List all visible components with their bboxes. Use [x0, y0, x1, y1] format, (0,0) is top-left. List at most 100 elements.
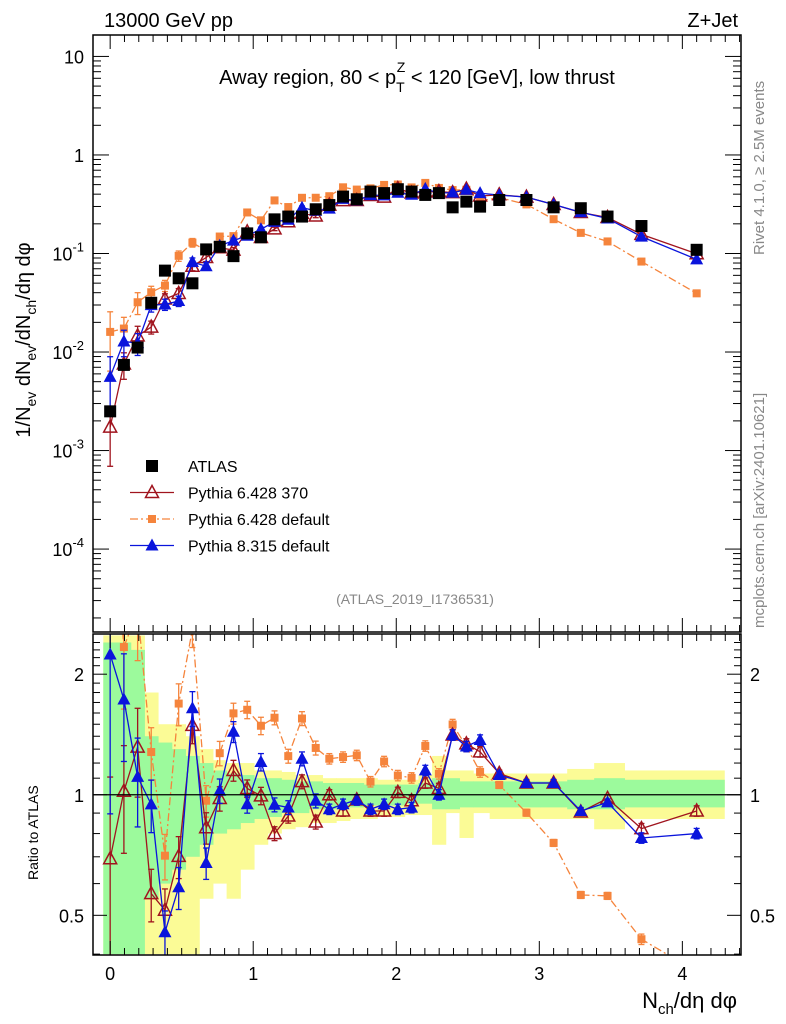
pythia-6-428-370-point	[102, 418, 118, 433]
y-tick-exponent: -4	[72, 535, 84, 550]
pythia-6-428-default-point	[366, 777, 375, 786]
pythia-8-315-default-point	[547, 775, 561, 788]
pythia-6-428-default-point	[174, 251, 183, 260]
pythia-6-428-370-point	[143, 885, 159, 900]
pythia-8-315-default-point	[185, 255, 199, 268]
pythia-6-428-default-point	[160, 281, 169, 290]
pythia-8-315-default-point	[459, 182, 473, 195]
x-axis-label: Nch/dη dφ	[642, 988, 737, 1018]
stat-uncertainty-band	[445, 778, 460, 810]
x-tick-label: 2	[391, 964, 401, 984]
y-tick-exponent: -3	[72, 437, 84, 452]
pythia-6-428-370-point	[266, 824, 283, 840]
pythia-6-428-370-point	[116, 782, 132, 798]
plot-title: Away region, 80 < pTZ < 120 [GeV], low t…	[219, 59, 615, 95]
legend-label-pythia-8-315-default: Pythia 8.315 default	[188, 539, 330, 556]
mcplots-label: mcplots.cern.ch [arXiv:2401.10621]	[751, 393, 768, 628]
pythia-8-315-default-point	[117, 334, 131, 347]
y-tick-base: 10	[52, 244, 72, 264]
pythia-8-315-default-point	[172, 880, 186, 893]
legend-label-atlas: ATLAS	[188, 459, 238, 476]
pythia-6-428-default-point	[119, 643, 128, 652]
x-tick-label: 0	[105, 964, 115, 984]
legend-label-pythia-6-428-370: Pythia 6.428 370	[188, 486, 308, 503]
pythia-8-315-default-point	[446, 728, 460, 741]
pythia-6-428-default-point	[215, 232, 224, 241]
pythia-6-428-default-point	[339, 753, 348, 762]
pythia-6-428-default-point	[637, 935, 646, 944]
x-tick-label: 1	[248, 964, 258, 984]
pythia-8-315-default-point	[254, 755, 268, 768]
pythia-8-315-default-point	[418, 763, 432, 776]
pythia-6-428-default-point	[106, 327, 115, 336]
pythia-6-428-370-line	[109, 187, 697, 428]
atlas-point	[364, 185, 377, 198]
atlas-point	[690, 243, 703, 256]
y-tick-base: 1	[74, 146, 84, 166]
stat-uncertainty-band	[669, 779, 725, 808]
ratio-tick-label: 1	[750, 786, 760, 806]
pythia-6-428-default-point	[270, 196, 279, 205]
atlas-point	[213, 240, 226, 253]
atlas-point	[241, 227, 254, 240]
pythia-6-428-default-point	[325, 192, 334, 201]
atlas-point	[520, 194, 533, 207]
pythia-6-428-370-point	[294, 773, 310, 788]
pythia-6-428-370-point	[225, 761, 242, 777]
y-label-part: /dη dφ	[13, 242, 35, 299]
pythia-8-315-default-point	[295, 200, 309, 213]
x-tick-label: 3	[534, 964, 544, 984]
pythia-8-315-default-point	[336, 797, 350, 810]
ratio-tick-label: 0.5	[750, 906, 775, 926]
pythia-6-428-370-point	[102, 850, 118, 865]
pythia-8-315-default-point	[473, 186, 487, 199]
pythia-8-315-default-point	[350, 792, 364, 805]
pythia-6-428-default-point	[693, 968, 701, 976]
atlas-point	[493, 194, 506, 207]
y-tick-label: 10-3	[52, 437, 84, 462]
y-label-part: ch	[23, 300, 39, 315]
pythia-8-315-default-point	[601, 795, 615, 808]
pythia-6-428-default-point	[311, 193, 320, 202]
pythia-6-428-370-point	[335, 802, 351, 817]
y-tick-label: 1	[74, 146, 84, 166]
atlas-point	[337, 190, 350, 203]
pythia-6-428-default-point	[134, 607, 142, 615]
ratio-tick-label: 1	[74, 786, 84, 806]
pythia-6-428-370-point	[184, 716, 201, 732]
y-tick-label: 10-2	[52, 338, 84, 363]
atlas-point	[131, 341, 144, 354]
pythia-6-428-default-point	[421, 741, 430, 750]
pythia-6-428-default-point	[576, 890, 585, 899]
pythia-8-315-default-point	[240, 797, 254, 810]
pythia-6-428-default-point	[522, 808, 531, 817]
pythia-6-428-default-line	[110, 182, 697, 333]
pythia-8-315-default-point	[322, 802, 336, 815]
pythia-6-428-default-point	[311, 743, 320, 752]
pythia-6-428-370-point	[170, 847, 187, 863]
atlas-point	[323, 199, 336, 212]
main-plot-frame	[92, 34, 742, 633]
pythia-6-428-default-point	[434, 769, 443, 778]
atlas-point	[432, 187, 445, 200]
pythia-8-315-default-point	[281, 800, 295, 813]
atlas-point	[172, 272, 185, 285]
pythia-8-315-default-point	[634, 830, 648, 843]
legend-marker-pythia-8-315-default	[145, 538, 159, 551]
pythia-6-428-370-point	[472, 743, 488, 758]
pythia-8-315-default-point	[295, 751, 309, 764]
pythia-6-428-370-point	[280, 807, 297, 822]
pythia-8-315-default-point	[158, 297, 172, 310]
pythia-8-315-default-point	[574, 803, 588, 816]
pythia-6-428-default-point	[256, 721, 265, 730]
pythia-6-428-default-point	[188, 238, 197, 247]
atlas-point	[460, 195, 473, 208]
y-label-part: ev	[23, 346, 39, 361]
atlas-point	[391, 183, 404, 196]
y-tick-label: 10-4	[52, 535, 84, 560]
pythia-6-428-default-point	[549, 215, 558, 224]
pythia-8-315-default-point	[690, 252, 704, 265]
header-right: Z+Jet	[687, 10, 738, 32]
pythia-6-428-default-point	[393, 771, 402, 780]
